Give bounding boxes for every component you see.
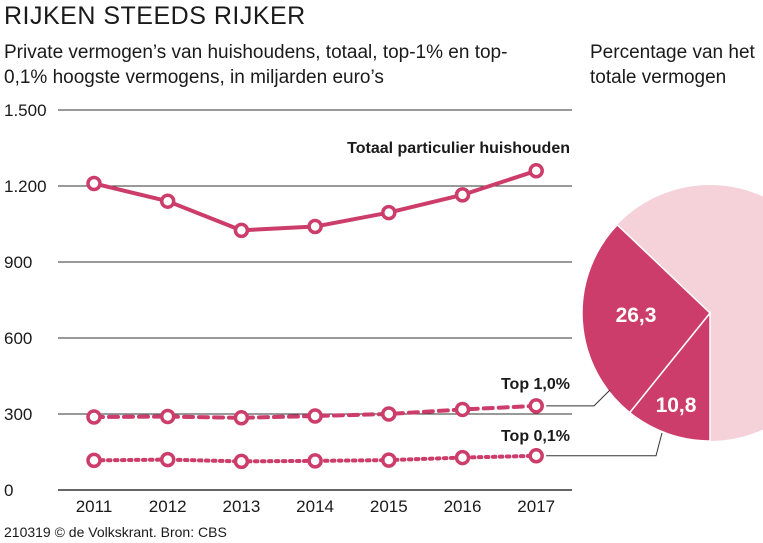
data-point: [381, 406, 397, 422]
data-point: [454, 187, 471, 203]
series-label-totaal: Totaal particulier huishouden: [347, 140, 570, 157]
pie-slice-top-0-1: [628, 310, 711, 442]
data-point: [233, 453, 250, 470]
data-point: [233, 410, 250, 426]
data-point: [307, 453, 323, 469]
pie-slice-label: 26,3: [616, 304, 657, 327]
data-point: [454, 401, 471, 418]
data-point: [159, 451, 176, 468]
x-tick-label: 2011: [76, 497, 113, 516]
data-point: [307, 408, 323, 424]
data-point: [159, 408, 176, 425]
y-tick-label: 1.500: [4, 101, 47, 120]
x-tick-label: 2012: [149, 497, 187, 516]
series-label-top-1-0: Top 1,0%: [501, 376, 570, 393]
leader-line: [546, 389, 611, 407]
data-point: [454, 449, 471, 466]
data-point: [528, 398, 544, 414]
chart-title: RIJKEN STEEDS RIJKER: [4, 2, 306, 30]
data-point: [381, 452, 397, 468]
data-point: [86, 452, 102, 469]
x-tick-label: 2013: [222, 497, 260, 516]
data-point: [528, 448, 544, 464]
x-tick-label: 2015: [370, 497, 408, 516]
pie-slice-label: 10,8: [656, 394, 697, 417]
y-tick-label: 0: [4, 481, 13, 500]
series-label-top-0-1: Top 0,1%: [501, 428, 570, 445]
data-point: [159, 193, 176, 209]
y-tick-label: 1.200: [4, 177, 47, 196]
pie-slice-top-1-0: [581, 223, 712, 414]
data-point: [528, 163, 544, 179]
source-credit: 210319 © de Volkskrant. Bron: CBS: [4, 524, 227, 540]
x-tick-label: 2017: [517, 497, 555, 516]
chart-subtitle: Private vermogen’s van huishoudens, tota…: [4, 42, 508, 88]
y-tick-label: 600: [4, 329, 32, 348]
x-tick-label: 2016: [444, 497, 482, 516]
data-point: [307, 218, 323, 235]
data-point: [381, 204, 397, 221]
y-tick-label: 900: [4, 253, 32, 272]
data-point: [86, 409, 102, 425]
y-tick-label: 300: [4, 405, 32, 424]
leader-line: [546, 432, 663, 457]
x-tick-label: 2014: [296, 497, 334, 516]
data-point: [86, 175, 102, 192]
data-point: [233, 222, 250, 239]
pie-title: Percentage van het totale vermogen: [590, 42, 755, 88]
